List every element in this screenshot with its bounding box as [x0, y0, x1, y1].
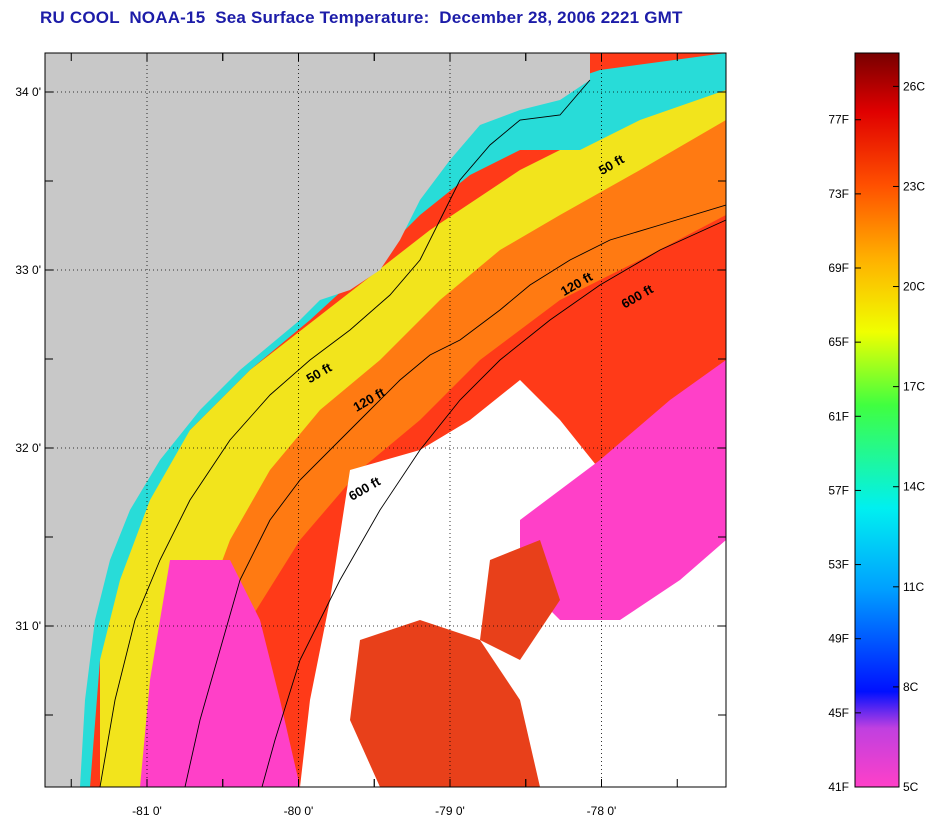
map-title: RU COOL NOAA-15 Sea Surface Temperature:… [40, 8, 683, 27]
cold-mask-east [520, 360, 726, 620]
fahrenheit-label: 41F [828, 780, 849, 794]
axis-ticks [45, 53, 726, 787]
fahrenheit-label: 65F [828, 335, 849, 349]
lat-label: 33 0' [15, 263, 41, 277]
graticule [45, 53, 726, 787]
longitude-labels: -81 0' -80 0' -79 0' -78 0' [132, 804, 616, 817]
lon-label: -79 0' [435, 804, 465, 817]
isobath-50ft [99, 79, 591, 787]
fahrenheit-label: 49F [828, 632, 849, 646]
celsius-label: 5C [903, 780, 919, 794]
land-mass [45, 53, 590, 787]
fahrenheit-label: 53F [828, 558, 849, 572]
fahrenheit-label: 73F [828, 187, 849, 201]
fahrenheit-scale: 77F 73F 69F 65F 61F 57F 53F 49F 45F 41F [828, 113, 861, 794]
lon-label: -81 0' [132, 804, 162, 817]
celsius-label: 20C [903, 280, 925, 294]
celsius-label: 17C [903, 380, 925, 394]
warm-patch-center [480, 540, 560, 660]
fahrenheit-label: 57F [828, 483, 849, 497]
celsius-label: 14C [903, 480, 925, 494]
isobath-120ft [184, 204, 726, 787]
fahrenheit-label: 45F [828, 706, 849, 720]
lon-label: -78 0' [587, 804, 617, 817]
fahrenheit-label: 61F [828, 409, 849, 423]
lat-label: 34 0' [15, 85, 41, 99]
shelf-warm-band [100, 110, 726, 787]
celsius-label: 11C [903, 580, 924, 594]
warm-patch-south [350, 620, 540, 787]
celsius-label: 8C [903, 680, 919, 694]
celsius-label: 26C [903, 79, 925, 93]
celsius-scale: 26C 23C 20C 17C 14C 11C 8C 5C [893, 79, 925, 794]
celsius-label: 23C [903, 179, 925, 193]
isobath-600ft [261, 219, 726, 787]
lon-label: -80 0' [284, 804, 314, 817]
cold-mask-south [140, 560, 300, 787]
fahrenheit-label: 69F [828, 261, 849, 275]
lat-label: 32 0' [15, 441, 41, 455]
fahrenheit-label: 77F [828, 113, 849, 127]
colorbar-gradient [854, 52, 900, 788]
map-frame [44, 52, 727, 788]
latitude-labels: 34 0' 33 0' 32 0' 31 0' [15, 85, 41, 633]
lat-label: 31 0' [15, 619, 41, 633]
